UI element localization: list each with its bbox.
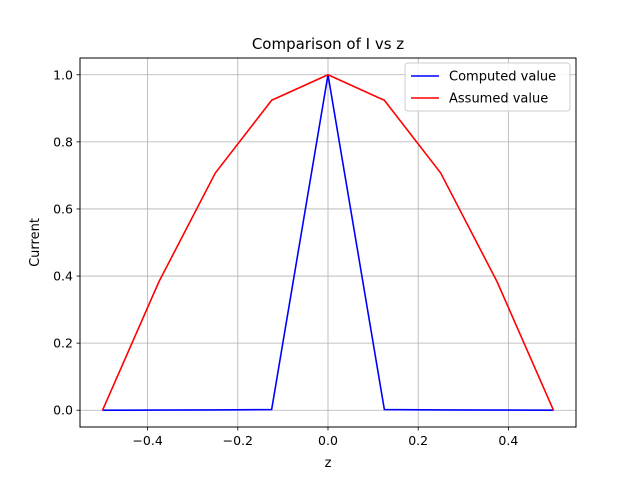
x-tick-label: −0.2 [223, 433, 253, 448]
series-layer [101, 73, 555, 412]
ticks: −0.4 −0.2 0.0 0.2 0.4 0.0 0.2 0.4 0.6 0.8 1.0 [53, 67, 518, 448]
y-tick-label: 0.6 [53, 201, 73, 216]
legend-label-1: Assumed value [449, 92, 548, 107]
legend-label-0: Computed value [449, 70, 556, 85]
x-tick-label: 0.0 [318, 433, 338, 448]
series-line-1 [101, 73, 555, 411]
legend-box [404, 62, 571, 112]
x-tick-label: 0.2 [408, 433, 428, 448]
chart-title: Comparison of I vs z [252, 35, 404, 53]
y-tick-label: 0.2 [53, 336, 73, 351]
legend: Computed value Assumed value [404, 62, 571, 112]
y-tick-label: 0.8 [53, 134, 73, 149]
x-tick-label: −0.4 [132, 433, 162, 448]
y-axis-label: Current [28, 218, 43, 267]
y-tick-label: 0.4 [53, 269, 73, 284]
y-tick-label: 0.0 [53, 403, 73, 418]
x-tick-label: 0.4 [498, 433, 518, 448]
y-tick-label: 1.0 [53, 67, 73, 82]
x-axis-label: z [325, 456, 332, 471]
